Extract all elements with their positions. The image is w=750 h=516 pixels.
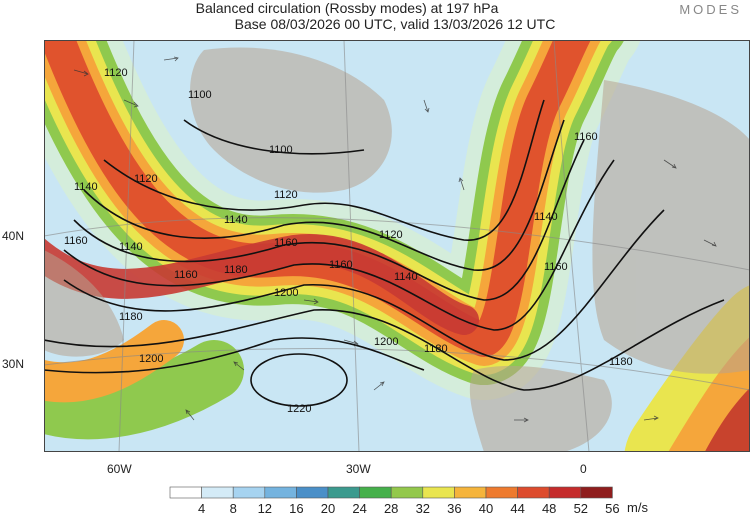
- contour-label: 1120: [134, 173, 158, 185]
- colorbar-tick-label: 8: [230, 501, 237, 516]
- contour-label: 1160: [174, 269, 198, 281]
- colorbar-tick-label: 48: [542, 501, 556, 516]
- contour-label: 1180: [224, 264, 248, 276]
- contour-label: 1100: [188, 89, 212, 101]
- lon-label-30w: 30W: [346, 462, 371, 476]
- colorbar-swatch: [580, 486, 613, 499]
- contour-label: 1100: [269, 144, 293, 156]
- colorbar-unit: m/s: [627, 500, 648, 515]
- contour-label: 1120: [104, 67, 128, 79]
- colorbar-swatch: [517, 486, 550, 499]
- contour-label: 1200: [374, 336, 398, 348]
- brand-logo: MODES: [679, 2, 742, 17]
- contour-label: 1140: [224, 214, 248, 226]
- colorbar-swatch: [485, 486, 518, 499]
- height-contours: [44, 99, 725, 407]
- colorbar-tick-label: 32: [416, 501, 430, 516]
- colorbar-swatch: [359, 486, 392, 499]
- colorbar-swatch: [327, 486, 360, 499]
- contour-label: 1140: [534, 211, 558, 223]
- colorbar-swatch: [264, 486, 297, 499]
- colorbar-tick-label: 56: [605, 501, 619, 516]
- map-subtitle: Base 08/03/2026 00 UTC, valid 13/03/2026…: [234, 16, 556, 32]
- lat-label-40n: 40N: [2, 229, 25, 243]
- contour-label: 1120: [379, 229, 403, 241]
- contour-label: 1200: [274, 287, 298, 299]
- colorbar-swatch: [296, 486, 329, 499]
- colorbar: 4 8 12 16 20 24 28 32 36 40 44 48 52 56: [169, 486, 620, 516]
- colorbar-tick-label: 12: [258, 501, 272, 516]
- contour-label: 1140: [394, 271, 418, 283]
- colorbar-swatch: [422, 486, 455, 499]
- contour-label: 1140: [119, 241, 143, 253]
- contour-label: 1200: [139, 353, 163, 365]
- map-title: Balanced circulation (Rossby modes) at 1…: [195, 0, 499, 16]
- colorbar-tick-label: 20: [321, 501, 335, 516]
- contour-label: 1160: [329, 259, 353, 271]
- contour-label: 1180: [609, 356, 633, 368]
- colorbar-swatch: [201, 486, 234, 499]
- contour-label: 1160: [544, 261, 568, 273]
- colorbar-swatch: [454, 486, 487, 499]
- colorbar-tick-label: 36: [447, 501, 461, 516]
- jet-stream-shading: [44, 40, 750, 452]
- contour-label: 1160: [274, 237, 298, 249]
- contour-labels: 1100 1100 1120 1120 1120 1120 1140 1140 …: [64, 67, 633, 415]
- contour-label: 1220: [287, 403, 311, 415]
- colorbar-tick-label: 40: [479, 501, 493, 516]
- lon-label-0: 0: [580, 462, 587, 476]
- colorbar-tick-label: 4: [198, 501, 205, 516]
- map-panel: 1100 1100 1120 1120 1120 1120 1140 1140 …: [44, 40, 750, 452]
- contour-label: 1120: [274, 189, 298, 201]
- colorbar-tick-label: 44: [510, 501, 524, 516]
- colorbar-tick-label: 28: [384, 501, 398, 516]
- contour-label: 1180: [424, 343, 448, 355]
- contour-label: 1180: [119, 311, 143, 323]
- contour-label: 1140: [74, 181, 98, 193]
- colorbar-tick-label: 16: [289, 501, 303, 516]
- colorbar-tick-label: 24: [352, 501, 366, 516]
- contour-label: 1160: [64, 235, 88, 247]
- land-masses: [44, 47, 750, 452]
- colorbar-swatch: [390, 486, 424, 499]
- colorbar-swatch: [548, 486, 582, 499]
- colorbar-tick-label: 52: [574, 501, 588, 516]
- wind-arrows: [73, 56, 717, 423]
- colorbar-swatch: [232, 486, 266, 499]
- lat-label-30n: 30N: [2, 357, 25, 371]
- lon-label-60w: 60W: [107, 462, 132, 476]
- contour-label: 1160: [574, 131, 598, 143]
- colorbar-swatch: [169, 486, 202, 499]
